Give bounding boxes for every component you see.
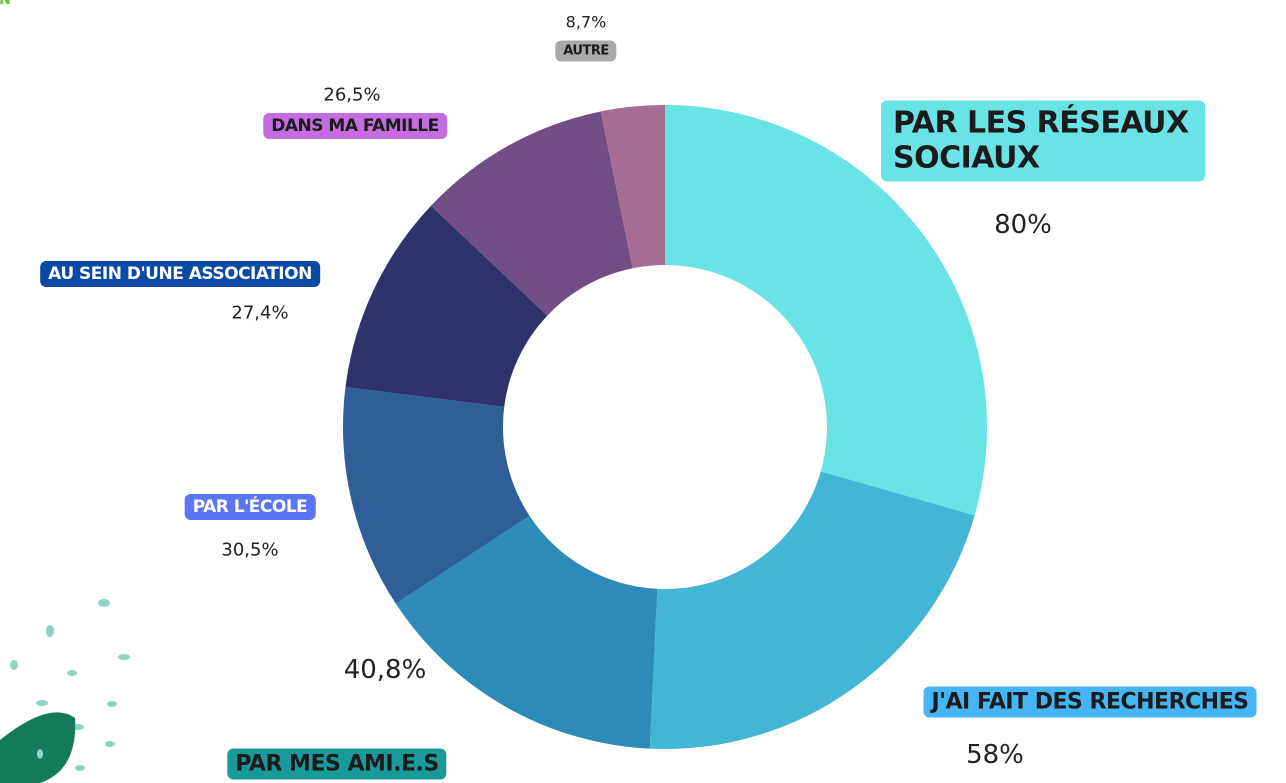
value-label: 58%: [966, 740, 1024, 770]
category-label: PAR LES RÉSEAUX SOCIAUX: [881, 101, 1205, 182]
page: ION (() => { const data = JSON.parse(doc…: [0, 0, 1286, 783]
decoration: [0, 599, 130, 783]
value-label: 27,4%: [231, 303, 288, 324]
value-label: 8,7%: [566, 13, 607, 32]
category-label: J'AI FAIT DES RECHERCHES: [924, 687, 1257, 718]
value-label: 80%: [994, 210, 1052, 240]
value-label: 30,5%: [221, 540, 278, 561]
category-label: AUTRE: [555, 41, 616, 62]
category-label: PAR MES AMI.E.S: [227, 749, 446, 780]
category-label: DANS MA FAMILLE: [263, 113, 447, 139]
value-label: 26,5%: [323, 85, 380, 106]
value-label: 40,8%: [344, 655, 427, 685]
category-label: PAR L'ÉCOLE: [185, 494, 316, 520]
category-label: AU SEIN D'UNE ASSOCIATION: [40, 261, 320, 287]
